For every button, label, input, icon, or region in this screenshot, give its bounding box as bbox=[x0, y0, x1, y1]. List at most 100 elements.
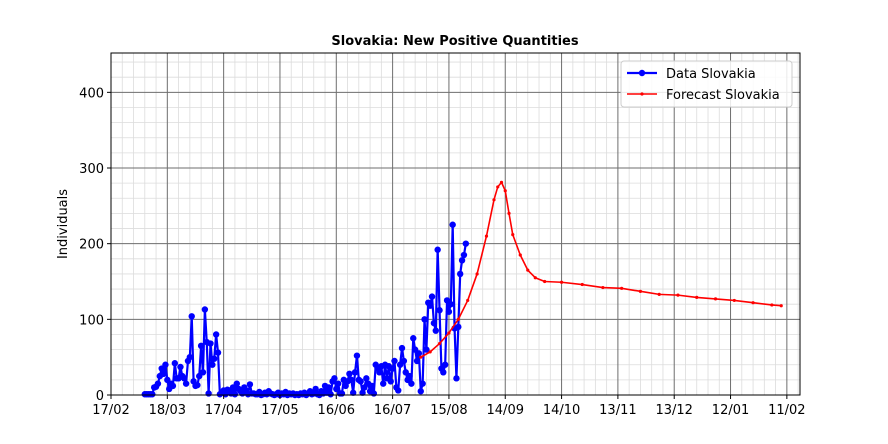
x-tick-label: 14/09 bbox=[487, 403, 524, 418]
legend-box bbox=[620, 60, 793, 108]
data-point bbox=[511, 232, 515, 237]
data-point bbox=[441, 361, 449, 368]
y-tick-label: 200 bbox=[79, 238, 104, 253]
data-point bbox=[181, 375, 188, 382]
data-point bbox=[205, 390, 212, 397]
data-point bbox=[430, 319, 438, 327]
data-point bbox=[492, 198, 496, 202]
x-axis-ticks: 17/02 18/03 17/04 17/05 16/06 16/07 15/08 14/09… bbox=[92, 395, 806, 418]
data-point bbox=[160, 370, 167, 378]
data-point bbox=[455, 323, 462, 331]
data-point bbox=[331, 375, 338, 382]
data-point bbox=[638, 289, 643, 293]
data-point bbox=[349, 389, 357, 396]
plot-frame bbox=[110, 52, 801, 396]
data-point bbox=[368, 382, 376, 390]
chart-title: Slovakia: New Positive Quantities bbox=[331, 34, 578, 49]
data-point bbox=[447, 301, 455, 308]
data-point bbox=[400, 357, 408, 365]
data-point bbox=[186, 353, 194, 361]
data-point bbox=[533, 276, 537, 280]
data-point bbox=[503, 189, 507, 193]
data-point bbox=[327, 391, 334, 398]
data-point bbox=[732, 298, 736, 303]
data-point bbox=[338, 390, 346, 397]
data-point bbox=[209, 361, 216, 368]
data-point bbox=[212, 331, 220, 338]
data-point bbox=[194, 381, 201, 389]
y-tick-label: 300 bbox=[79, 162, 104, 177]
data-point bbox=[462, 240, 470, 247]
data-point bbox=[408, 380, 415, 387]
data-point bbox=[169, 382, 177, 390]
data-point bbox=[460, 251, 468, 259]
data-point bbox=[387, 378, 394, 385]
data-point bbox=[453, 375, 460, 382]
y-tick-label: 400 bbox=[79, 86, 104, 101]
x-tick-label: 17/04 bbox=[205, 403, 242, 418]
series-line bbox=[144, 223, 467, 397]
data-point bbox=[419, 355, 423, 359]
data-point bbox=[376, 369, 383, 376]
data-point bbox=[499, 180, 504, 184]
data-point bbox=[751, 301, 755, 305]
data-point bbox=[713, 297, 718, 301]
x-tick-label: 17/05 bbox=[261, 403, 298, 418]
data-point bbox=[466, 298, 470, 303]
x-tick-label: 13/11 bbox=[599, 403, 636, 418]
data-point bbox=[458, 257, 466, 264]
data-point bbox=[325, 384, 332, 391]
data-point bbox=[380, 380, 387, 387]
data-point bbox=[657, 292, 661, 296]
data-point bbox=[188, 313, 195, 320]
data-point bbox=[410, 335, 417, 342]
data-point bbox=[676, 293, 680, 297]
x-tick-label: 11/02 bbox=[768, 403, 805, 418]
data-point bbox=[770, 303, 774, 307]
series-layer bbox=[141, 180, 783, 399]
data-point bbox=[428, 350, 432, 354]
data-point bbox=[207, 340, 214, 347]
data-point bbox=[154, 380, 162, 387]
data-point bbox=[149, 391, 156, 398]
data-point bbox=[440, 369, 447, 376]
legend-swatch-marker bbox=[638, 69, 646, 77]
data-point bbox=[346, 370, 353, 378]
data-point bbox=[421, 316, 428, 323]
data-point bbox=[437, 341, 442, 346]
data-point bbox=[162, 361, 169, 368]
data-point bbox=[434, 246, 441, 253]
data-point bbox=[395, 387, 402, 394]
x-tick-label: 12/01 bbox=[712, 403, 749, 418]
x-tick-label: 16/06 bbox=[318, 403, 355, 418]
data-point bbox=[246, 381, 254, 388]
data-point bbox=[601, 285, 605, 290]
data-point bbox=[779, 304, 783, 308]
data-point bbox=[428, 293, 436, 300]
data-point bbox=[363, 375, 370, 382]
data-point bbox=[406, 372, 413, 380]
data-point bbox=[417, 388, 424, 395]
data-point bbox=[171, 360, 179, 367]
x-tick-label: 15/08 bbox=[430, 403, 467, 418]
data-point bbox=[475, 272, 479, 276]
data-point bbox=[357, 378, 364, 385]
data-point bbox=[233, 380, 240, 387]
y-axis-ticks: 0 100 200 300 400 bbox=[79, 86, 111, 404]
data-point bbox=[496, 185, 500, 189]
data-point bbox=[351, 369, 359, 376]
data-point bbox=[543, 279, 547, 284]
data-point bbox=[201, 306, 209, 313]
y-tick-label: 0 bbox=[96, 389, 104, 404]
data-point bbox=[449, 221, 456, 228]
data-point bbox=[334, 380, 342, 387]
legend-label: Forecast Slovakia bbox=[666, 88, 780, 103]
data-series bbox=[141, 221, 470, 399]
data-point bbox=[620, 286, 624, 290]
data-point bbox=[580, 282, 584, 287]
data-point bbox=[177, 363, 184, 371]
data-point bbox=[197, 342, 205, 350]
data-point bbox=[413, 357, 421, 365]
data-point bbox=[447, 331, 451, 335]
x-tick-label: 13/12 bbox=[655, 403, 692, 418]
